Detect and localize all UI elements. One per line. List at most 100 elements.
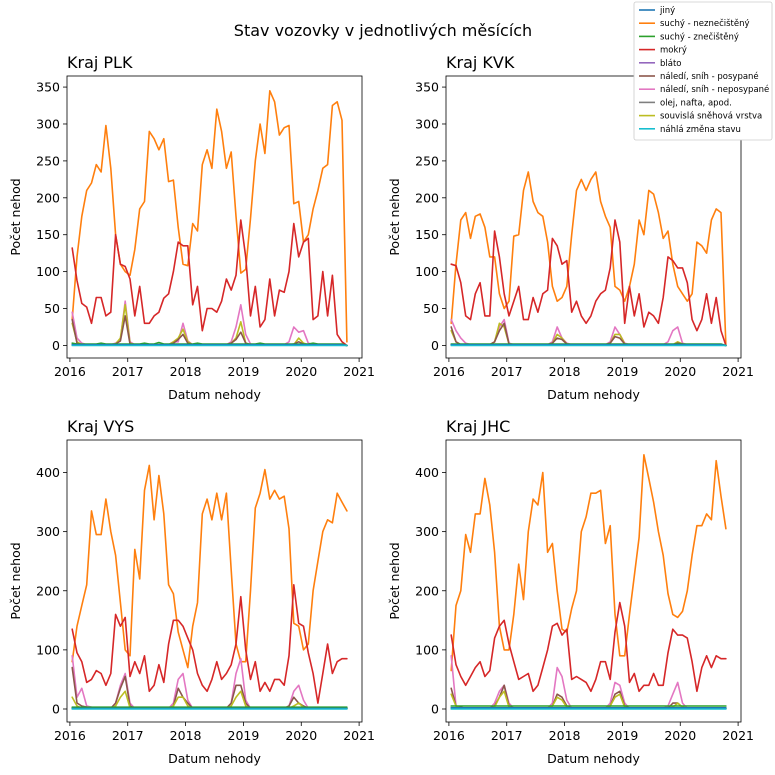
x-tick-label: 2018 [170,364,202,379]
panels: 2016 2017 2018 2019 2020 2021 0 50 100 150 200 250 3… [8,53,754,766]
y-axis-label: Počet nehod [387,178,402,255]
subplot-1: 2016 2017 2018 2019 2020 2021 0 50 100 150 200 250 3… [387,53,754,402]
y-tick-label: 400 [36,465,60,480]
y-tick-label: 100 [415,264,439,279]
series-group [450,453,727,710]
axes-frame [445,439,742,723]
legend-label-5: náledí, sníh - posypané [660,71,759,82]
x-tick-label: 2017 [491,364,523,379]
legend-label-8: souvislá sněhová vrstva [660,112,762,122]
x-axis-label: Datum nehody [168,387,261,402]
series-line-0 [71,90,348,343]
y-tick-label: 200 [415,190,439,205]
x-tick-label: 2018 [170,728,202,743]
y-tick-label: 250 [415,153,439,168]
y-tick-label: 50 [423,301,439,316]
y-tick-label: 300 [415,524,439,539]
x-tick-label: 2016 [54,728,86,743]
series-line-0 [450,453,727,672]
axes-frame [445,75,742,359]
figure-title: Stav vozovky v jednotlivých měsících [234,21,532,40]
x-axis-label: Datum nehody [547,751,640,766]
x-tick-label: 2016 [433,728,465,743]
y-tick-label: 350 [415,80,439,95]
y-axis-label: Počet nehod [387,542,402,619]
y-tick-label: 200 [36,190,60,205]
x-tick-label: 2021 [343,728,375,743]
y-tick-label: 300 [36,524,60,539]
x-tick-label: 2021 [722,364,754,379]
x-tick-label: 2019 [228,364,260,379]
x-tick-label: 2017 [112,364,144,379]
y-tick-label: 100 [36,264,60,279]
series-line-1 [450,601,727,693]
y-tick-label: 300 [36,116,60,131]
series-line-1 [450,219,727,347]
x-tick-label: 2019 [607,364,639,379]
y-tick-label: 200 [36,583,60,598]
y-tick-label: 100 [36,642,60,657]
x-tick-label: 2017 [491,728,523,743]
y-tick-label: 400 [415,465,439,480]
legend: jiný suchý - neznečištěný suchý - znečiště… [633,1,773,141]
subplot-3: 2016 2017 2018 2019 2020 2021 0 100 200 300 400 Kra… [387,417,754,766]
y-tick-label: 150 [415,227,439,242]
y-tick-label: 250 [36,153,60,168]
series-line-3 [71,303,348,347]
y-tick-label: 350 [36,80,60,95]
x-tick-label: 2021 [343,364,375,379]
x-tick-label: 2020 [664,728,696,743]
axes-frame [66,439,363,723]
legend-label-7: olej, nafta, apod. [660,98,732,108]
series-line-0 [71,464,348,669]
subplot-title: Kraj KVK [446,53,515,72]
y-tick-label: 0 [52,338,60,353]
x-tick-label: 2021 [722,728,754,743]
y-axis-label: Počet nehod [8,178,23,255]
legend-frame [633,1,773,141]
y-tick-label: 300 [415,116,439,131]
series-group [71,464,348,710]
x-tick-label: 2016 [54,364,86,379]
y-tick-label: 200 [415,583,439,598]
legend-label-3: mokrý [660,46,687,56]
legend-label-9: náhlá změna stavu [660,125,741,135]
x-tick-label: 2018 [549,364,581,379]
x-tick-label: 2020 [285,728,317,743]
series-line-2 [450,318,727,347]
series-line-4 [450,322,727,347]
legend-label-4: bláto [660,59,682,69]
subplot-title: Kraj VYS [67,417,134,436]
legend-label-1: suchý - neznečištěný [660,18,750,29]
y-tick-label: 0 [431,701,439,716]
series-line-4 [71,315,348,347]
legend-label-2: suchý - znečištěný [660,31,739,42]
series-line-1 [71,219,348,347]
x-tick-label: 2020 [664,364,696,379]
x-axis-label: Datum nehody [547,387,640,402]
legend-label-6: náledí, sníh - neposypané [660,84,769,95]
y-tick-label: 0 [52,701,60,716]
series-line-2 [71,654,348,710]
series-line-0 [450,171,727,347]
y-axis-label: Počet nehod [8,542,23,619]
series-line-1 [71,583,348,704]
series-line-2 [450,654,727,710]
series-group [450,171,727,347]
x-tick-label: 2018 [549,728,581,743]
subplot-title: Kraj PLK [67,53,133,72]
legend-label-0: jiný [659,6,675,16]
x-axis-label: Datum nehody [168,751,261,766]
subplot-2: 2016 2017 2018 2019 2020 2021 0 100 200 300 400 Kra… [8,417,375,766]
series-line-3 [450,322,727,347]
y-tick-label: 100 [415,642,439,657]
x-tick-label: 2016 [433,364,465,379]
subplot-0: 2016 2017 2018 2019 2020 2021 0 50 100 150 200 250 3… [8,53,375,402]
x-tick-label: 2019 [228,728,260,743]
x-tick-label: 2020 [285,364,317,379]
y-tick-label: 150 [36,227,60,242]
series-line-3 [71,666,348,710]
y-tick-label: 50 [44,301,60,316]
